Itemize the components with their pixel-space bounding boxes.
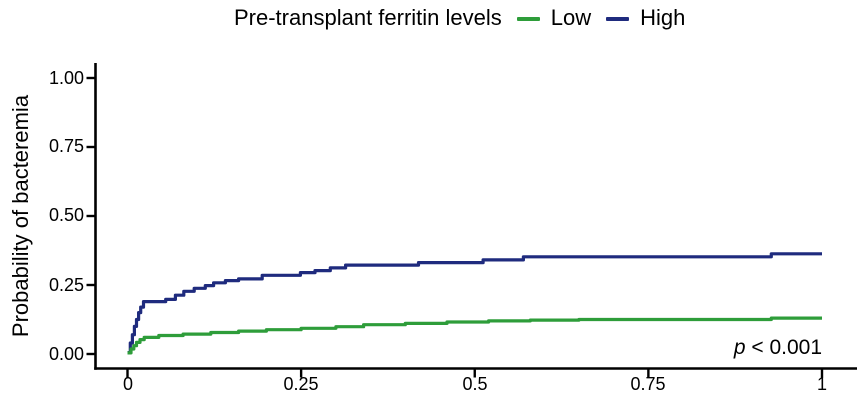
legend-item-high: High [591, 4, 685, 32]
x-tick-label: 0 [122, 374, 133, 394]
x-tick-label: 0.75 [630, 374, 666, 394]
legend-title: Pre-transplant ferritin levels [234, 5, 502, 30]
legend-label-high: High [640, 5, 686, 30]
y-tick-label: 0.00 [48, 344, 84, 364]
low-line-key-icon [516, 17, 540, 21]
y-tick-label: 0.25 [48, 275, 84, 295]
high-line-key-icon [606, 17, 630, 21]
p-symbol: p [733, 336, 746, 359]
p-comparison: < 0.001 [745, 336, 822, 359]
y-tick-label: 0.50 [48, 205, 84, 225]
x-tick-label: 0.5 [462, 374, 488, 394]
legend-item-low: Low [502, 4, 591, 32]
x-tick-label: 1 [816, 374, 827, 394]
legend-label-low: Low [550, 5, 592, 30]
legend: Pre-transplant ferritin levels Low High [234, 4, 685, 32]
y-tick-label: 0.75 [48, 136, 84, 156]
y-tick-label: 1.00 [48, 68, 84, 88]
p-value-annotation: p < 0.001 [650, 335, 822, 361]
x-tick-label: 0.25 [283, 374, 319, 394]
